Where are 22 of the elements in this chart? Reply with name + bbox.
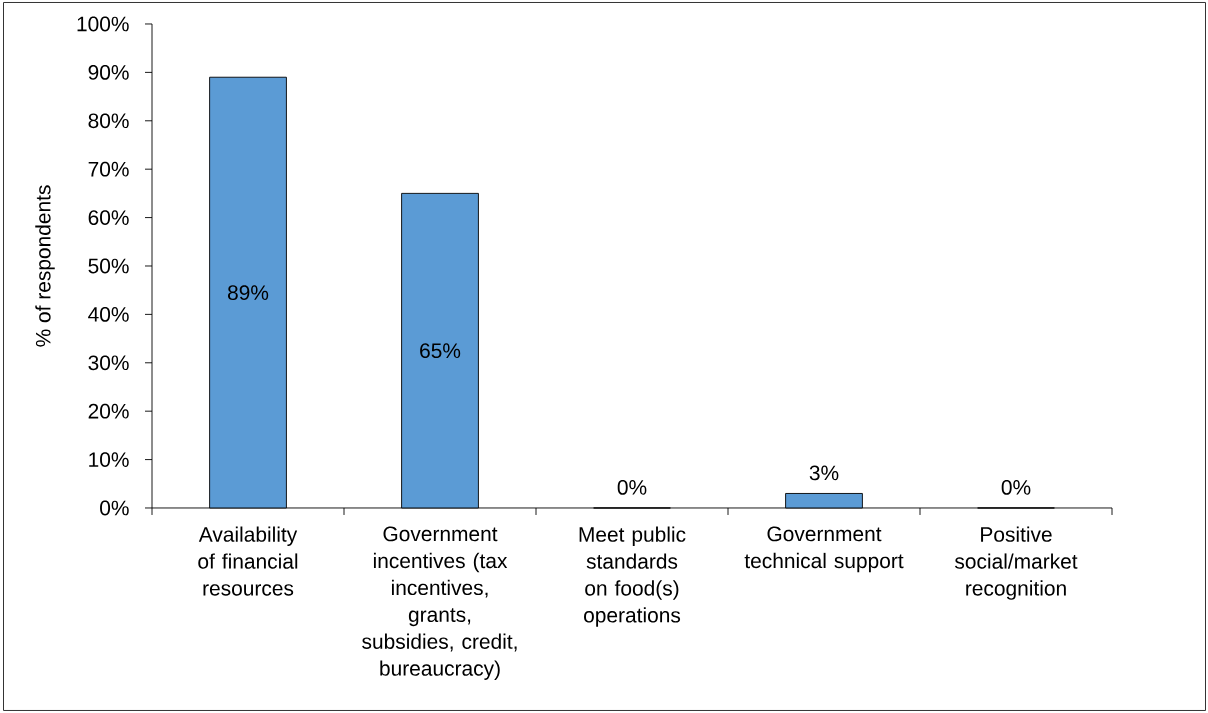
x-tick-label: Positive social/market recognition <box>954 526 1078 600</box>
data-label: 0% <box>617 479 647 495</box>
y-tick-label: 60% <box>88 210 129 225</box>
data-label: 3% <box>809 465 839 481</box>
y-tick-label: 30% <box>88 355 129 371</box>
y-tick-label: 40% <box>88 306 129 322</box>
y-tick-label: 80% <box>88 113 129 129</box>
data-label: 65% <box>420 343 461 359</box>
data-label: 0% <box>1001 479 1031 495</box>
data-label: 89% <box>227 285 269 301</box>
y-tick-label: 0% <box>100 500 129 516</box>
x-tick-label: Availability of financial resources <box>198 526 298 596</box>
y-tick-label: 90% <box>88 64 129 80</box>
y-tick-label: 50% <box>88 258 129 274</box>
y-tick-label: 100% <box>77 16 129 32</box>
x-tick-label: Government incentives (tax incentives, grants, subsidies, credit, bureaucracy) <box>362 526 517 680</box>
x-tick-label: Meet public standards on food(s) operations <box>579 526 686 627</box>
y-tick-label: 20% <box>88 403 129 419</box>
x-tick-label: Government technical support <box>744 526 904 573</box>
y-tick-label: 70% <box>88 161 129 177</box>
y-axis-title: % of respondents <box>35 185 55 347</box>
y-tick-label: 10% <box>89 452 129 467</box>
